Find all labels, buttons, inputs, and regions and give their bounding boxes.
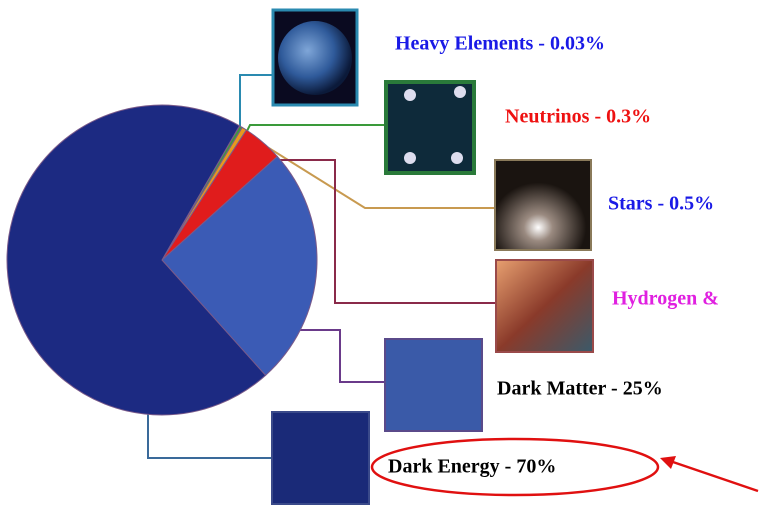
slice-label: Heavy Elements - 0.03% (395, 33, 605, 55)
slice-label: Neutrinos - 0.3% (505, 106, 651, 128)
pie (6, 104, 318, 416)
slice-label: Hydrogen & (612, 288, 719, 310)
slice-label: Dark Energy - 70% (388, 456, 556, 478)
highlight-ellipse (370, 437, 660, 497)
pie-slice (6, 104, 267, 416)
pie-slice (161, 155, 318, 377)
pictures (271, 8, 594, 505)
slice-label: Stars - 0.5% (608, 193, 714, 215)
slice-label: Dark Matter - 25% (497, 378, 663, 400)
arrow-head (660, 456, 676, 469)
highlight-arrow (669, 459, 759, 493)
labels: Heavy Elements - 0.03% Neutrinos - 0.3% St… (388, 33, 719, 478)
